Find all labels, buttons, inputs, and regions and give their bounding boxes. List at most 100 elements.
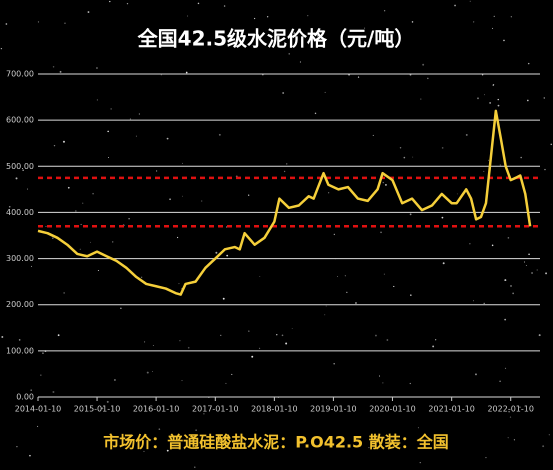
star (22, 169, 24, 171)
star (353, 29, 355, 31)
star (487, 159, 490, 161)
x-tick-label: 2021-01-10 (428, 405, 475, 414)
star (53, 144, 56, 147)
star (169, 198, 171, 201)
star (492, 84, 495, 86)
star (52, 237, 54, 239)
x-tick-label: 2015-01-10 (74, 405, 121, 414)
star (129, 118, 131, 120)
star (64, 22, 66, 24)
star (441, 147, 444, 149)
star (524, 261, 526, 263)
star (536, 269, 538, 271)
star (96, 99, 98, 101)
star (499, 380, 501, 382)
star (42, 352, 44, 354)
star (37, 425, 39, 427)
star (258, 347, 261, 349)
star (52, 66, 55, 68)
star (67, 186, 70, 189)
star (497, 104, 500, 107)
star (59, 70, 62, 73)
star (417, 427, 419, 429)
star (242, 29, 244, 31)
star (469, 0, 471, 2)
y-tick-label: 500.00 (6, 162, 34, 171)
x-tick-label: 2020-01-10 (369, 405, 416, 414)
star (225, 382, 227, 385)
y-tick-label: 0.00 (16, 393, 34, 402)
star (108, 157, 109, 158)
star (226, 254, 229, 257)
star (146, 371, 149, 374)
star (491, 27, 494, 30)
star (520, 156, 522, 159)
star (481, 74, 484, 76)
star (357, 76, 360, 78)
star (195, 429, 197, 431)
star (158, 428, 161, 430)
star (373, 435, 375, 437)
star (218, 133, 221, 136)
star (543, 97, 546, 99)
star (550, 143, 552, 146)
star (527, 62, 530, 65)
star (333, 233, 335, 236)
price-line (37, 109, 532, 296)
star (281, 334, 284, 337)
star (226, 226, 228, 228)
star (178, 283, 180, 285)
star (507, 437, 509, 439)
star (57, 334, 60, 337)
star (144, 341, 146, 343)
star (52, 391, 55, 393)
star (456, 193, 458, 195)
star (509, 416, 512, 418)
star (177, 236, 179, 239)
y-tick-label: 300.00 (6, 254, 34, 263)
star (30, 389, 32, 391)
star (333, 363, 335, 365)
star (29, 454, 31, 457)
x-tick-label: 2019-01-10 (310, 405, 357, 414)
star (513, 439, 516, 441)
star (80, 223, 82, 226)
star (386, 339, 389, 341)
star (411, 21, 414, 23)
star (87, 11, 90, 13)
star (128, 218, 130, 220)
star (110, 108, 112, 110)
star (489, 102, 492, 104)
star (472, 300, 474, 302)
star (383, 273, 385, 275)
y-tick-label: 400.00 (6, 208, 34, 217)
star (441, 216, 444, 219)
star (45, 225, 47, 227)
star (18, 339, 21, 341)
star (30, 349, 32, 351)
star (62, 140, 65, 143)
star (15, 177, 18, 180)
star (97, 269, 99, 272)
star (63, 292, 65, 294)
star (283, 170, 286, 173)
star (288, 53, 290, 55)
star (266, 16, 269, 18)
x-tick-label: 2017-01-10 (192, 405, 239, 414)
star (364, 27, 366, 29)
star (220, 334, 222, 336)
star (375, 334, 377, 337)
star (182, 162, 184, 164)
star (276, 334, 278, 336)
star (409, 213, 412, 216)
star (510, 285, 512, 287)
y-tick-label: 700.00 (6, 70, 34, 79)
star (96, 67, 98, 69)
star (90, 241, 92, 243)
star (285, 342, 288, 345)
star (222, 297, 225, 300)
star (109, 0, 111, 3)
star (282, 92, 285, 94)
star (152, 345, 154, 346)
